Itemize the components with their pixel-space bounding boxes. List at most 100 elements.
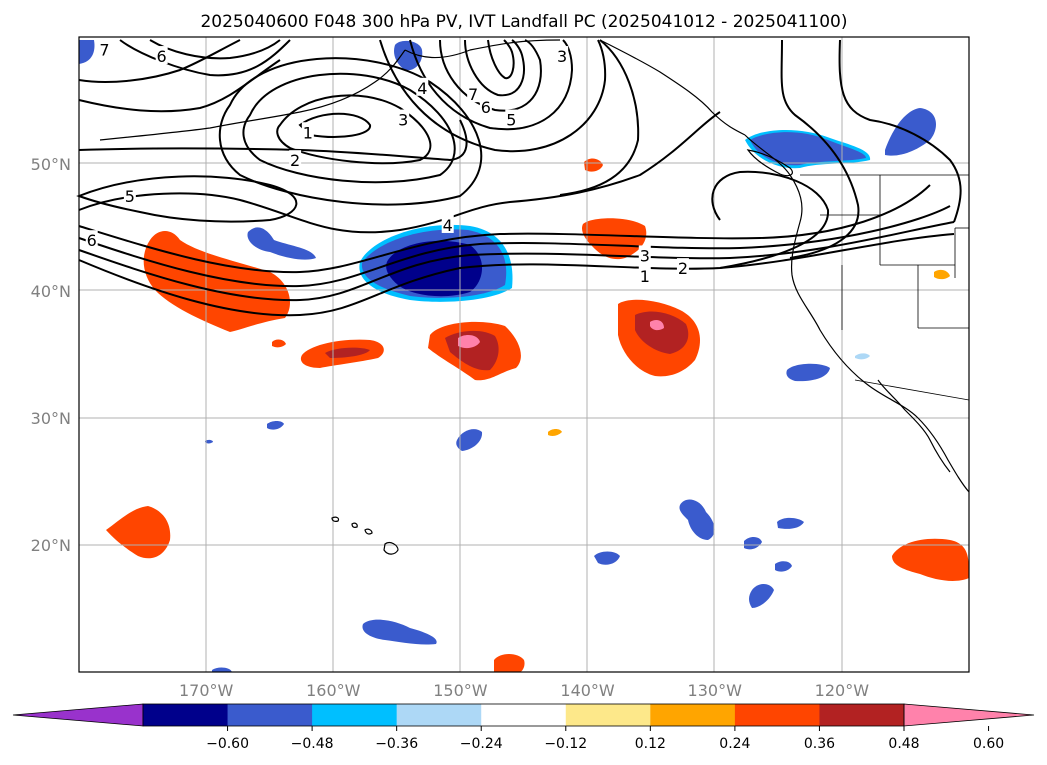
pv-blob-neg-small-5 (679, 499, 715, 540)
contour-label: 6 (481, 98, 491, 117)
contour-label-bg (441, 214, 454, 233)
pv-blob-pos-10 (272, 339, 286, 348)
contour-label: 3 (398, 111, 408, 130)
contour-label: 4 (417, 79, 427, 98)
longitude-labels: 170°W 160°W 150°W 140°W 130°W 120°W (179, 681, 869, 700)
pv-blob-neg-alaska (394, 40, 423, 71)
colorbar-segment (734, 704, 820, 726)
contour-label: 3 (557, 47, 567, 66)
contour-label: 7 (99, 41, 109, 60)
colorbar-extend-max (903, 703, 1035, 727)
colorbar-tick-label: 0.24 (719, 736, 750, 752)
contour-label-bg (301, 122, 314, 141)
colorbar-tick-label: 0.60 (973, 736, 1004, 752)
pv-blob-pos-11 (548, 429, 562, 436)
contour-label: 5 (125, 187, 135, 206)
colorbar-segment (565, 704, 651, 726)
contour-label-bg (416, 77, 429, 96)
contour-label-bg (676, 258, 689, 277)
pv-blob-pos-3-peak (458, 334, 480, 349)
colorbar-tick-label: −0.60 (206, 736, 249, 752)
colorbar-segment (396, 704, 482, 726)
contour-label: 3 (640, 246, 650, 265)
colorbar-tick-label: −0.48 (291, 736, 334, 752)
pv-blob-pos-8 (892, 538, 970, 581)
contour-label-bg (155, 46, 168, 65)
lon-label: 130°W (688, 681, 743, 700)
contour-label: 7 (468, 85, 478, 104)
lon-label: 150°W (433, 681, 488, 700)
colorbar-tick-label: −0.12 (544, 736, 587, 752)
contour-label-bg (505, 109, 518, 128)
colorbar-tick-label: 0.12 (635, 736, 666, 752)
pv-blob-neg-small-7 (744, 536, 762, 550)
pv-blob-neg-corner (79, 40, 95, 64)
lon-label: 120°W (815, 681, 870, 700)
pv-blob-neg-small-2 (786, 363, 830, 382)
lon-label: 170°W (179, 681, 234, 700)
contour-label-bg (123, 185, 136, 204)
contour-label: 6 (157, 47, 167, 66)
contour-label-bg (85, 230, 98, 249)
pv-blob-neg-small-3 (456, 429, 483, 451)
map-background (79, 37, 969, 672)
pv-blob-neg-tiny-2 (205, 439, 213, 444)
contour-label: 6 (87, 231, 97, 250)
map-frame (78, 36, 970, 673)
contour-label: 1 (303, 123, 313, 142)
pv-blob-neg-small-1 (247, 227, 316, 260)
colorbar-tick-label: 0.48 (888, 736, 919, 752)
contour-label: 4 (443, 216, 453, 235)
coastlines (99, 39, 970, 555)
colorbar: −0.60 −0.48 −0.36 −0.24 −0.12 0.12 0.24 0.36 0.4… (12, 703, 1035, 752)
colorbar-segment (650, 704, 736, 726)
contour-label: 2 (678, 259, 688, 278)
colorbar-tick-label: −0.24 (460, 736, 503, 752)
contour-label-bg (467, 84, 480, 103)
contour-label-bg (479, 96, 492, 115)
pv-blob-pos-6 (584, 158, 603, 172)
colorbar-frame (142, 703, 905, 727)
lat-label: 50°N (31, 155, 71, 174)
pv-blob-pos-12 (934, 269, 950, 280)
lat-label: 20°N (31, 536, 71, 555)
contour-label: 5 (506, 111, 516, 130)
pv-blob-neg-tiny (855, 353, 870, 360)
contour-label-bg (638, 245, 651, 264)
lon-label: 140°W (560, 681, 615, 700)
contour-label-bg (556, 46, 569, 65)
contour-label-bg (289, 150, 302, 169)
pv-blob-neg-small-12 (212, 667, 232, 672)
colorbar-segment (312, 704, 398, 726)
contour-label: 1 (640, 267, 650, 286)
pv-blob-neg-small-4 (267, 421, 284, 430)
pv-blob-pos-9 (494, 654, 525, 672)
pv-blob-pos-4-peak (650, 320, 664, 331)
colorbar-segment (819, 704, 905, 726)
pv-blob-neg-small-9 (775, 561, 792, 572)
colorbar-segment (481, 704, 567, 726)
colorbar-tick-label: 0.36 (804, 736, 835, 752)
contour-label-bg (397, 109, 410, 128)
lon-label: 160°W (306, 681, 361, 700)
lat-label: 40°N (31, 282, 71, 301)
pv-blob-neg-small-8 (594, 551, 620, 565)
contour-label: 2 (290, 151, 300, 170)
figure-title: 2025040600 F048 300 hPa PV, IVT Landfall… (200, 12, 847, 32)
political-borders (800, 174, 970, 401)
lat-label: 30°N (31, 409, 71, 428)
colorbar-segment (227, 704, 313, 726)
contour-label-bg (98, 39, 111, 58)
pv-blob-neg-small-6 (777, 517, 804, 529)
colorbar-extend-min (12, 703, 144, 727)
pv-blob-pos-5 (582, 218, 647, 260)
pv-blob-pos-2-core (325, 347, 370, 358)
latitude-labels: 50°N 40°N 30°N 20°N (31, 155, 71, 555)
pv-blob-neg-small-11 (362, 619, 437, 645)
pv-blob-pos-4-core (635, 311, 689, 354)
colorbar-tick-label: −0.36 (375, 736, 418, 752)
